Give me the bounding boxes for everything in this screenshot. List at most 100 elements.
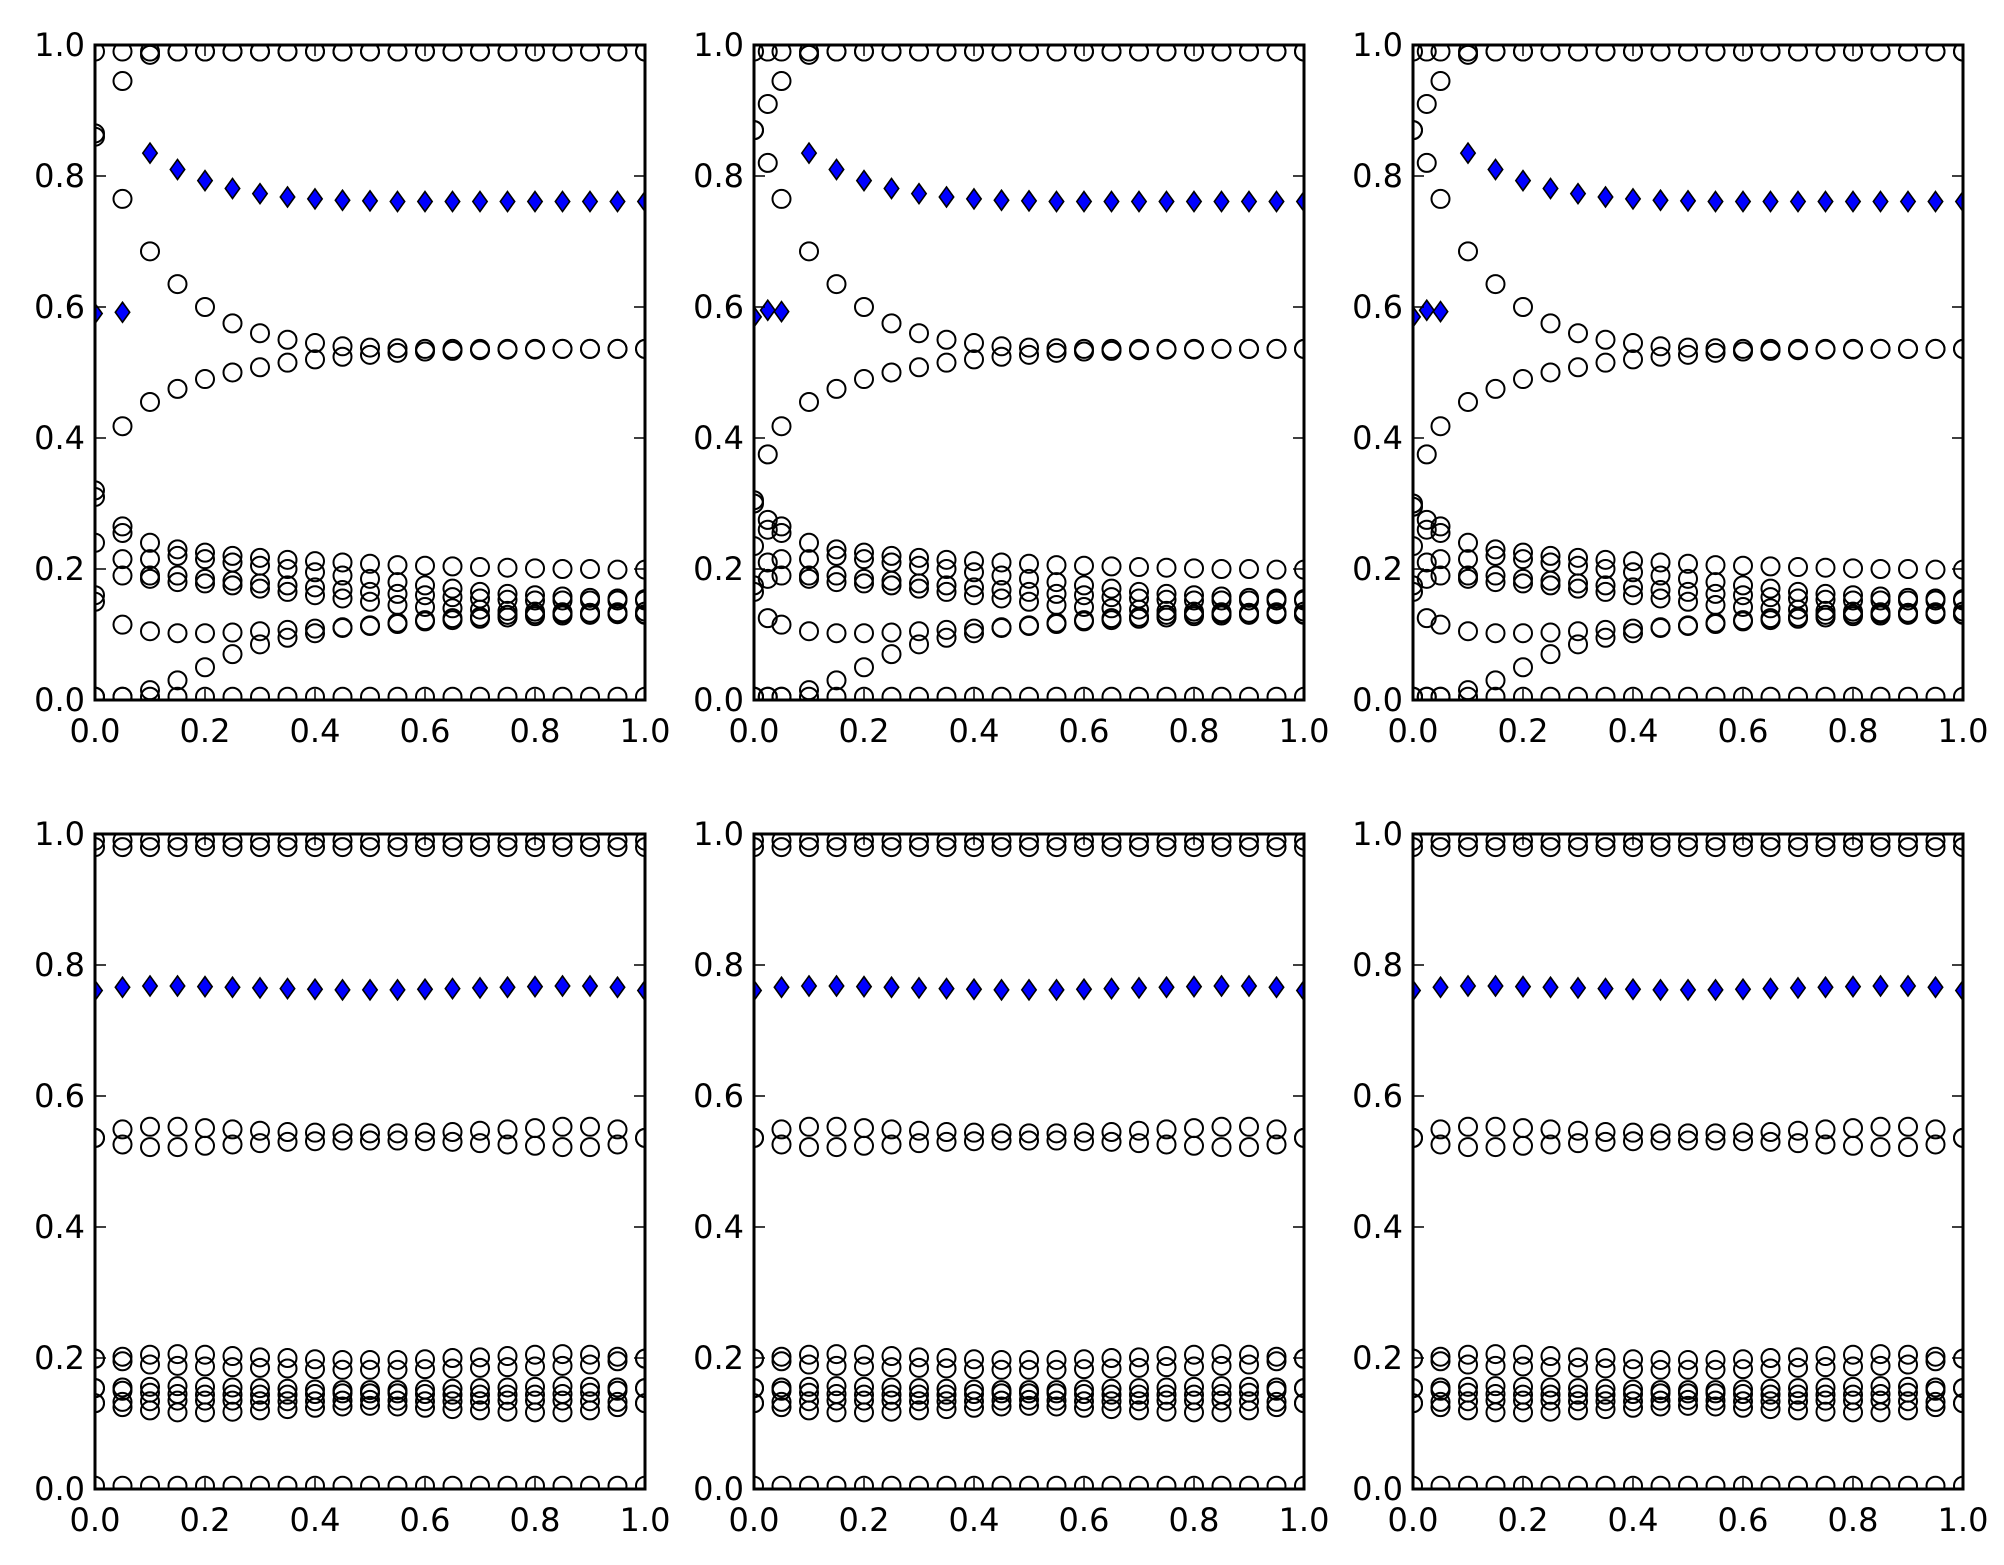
series-8 bbox=[754, 1378, 1304, 1405]
data-point bbox=[222, 1390, 243, 1411]
data-point bbox=[1019, 1130, 1039, 1151]
data-point bbox=[277, 619, 298, 640]
data-point bbox=[964, 618, 984, 639]
data-point bbox=[360, 1123, 380, 1144]
data-point-diamond bbox=[1432, 300, 1449, 323]
data-point bbox=[1540, 1390, 1561, 1411]
data-point bbox=[415, 585, 435, 606]
data-point bbox=[140, 837, 160, 858]
data-point bbox=[525, 834, 545, 851]
data-point bbox=[167, 670, 188, 691]
data-point bbox=[1458, 1376, 1478, 1397]
data-point bbox=[1019, 581, 1039, 602]
data-point bbox=[1101, 1378, 1122, 1399]
data-point bbox=[1184, 834, 1204, 851]
data-point bbox=[195, 1356, 215, 1377]
data-point bbox=[497, 686, 518, 700]
data-point bbox=[1156, 834, 1177, 851]
series-5 bbox=[754, 1344, 1304, 1370]
data-point bbox=[1513, 686, 1533, 700]
data-point bbox=[1156, 686, 1177, 700]
data-point bbox=[799, 1137, 819, 1158]
data-point bbox=[1925, 1397, 1946, 1418]
data-point bbox=[332, 1123, 353, 1144]
data-point bbox=[332, 1475, 353, 1489]
data-point bbox=[497, 1377, 518, 1398]
series-11 bbox=[1413, 974, 1963, 1002]
data-point bbox=[1815, 1377, 1836, 1398]
data-point bbox=[607, 559, 628, 580]
data-point-diamond bbox=[1020, 189, 1038, 213]
data-point bbox=[1568, 1347, 1588, 1368]
series-10 bbox=[1413, 1393, 1963, 1423]
data-point bbox=[1458, 1354, 1478, 1375]
data-point-diamond bbox=[1413, 979, 1422, 1002]
data-point bbox=[881, 313, 902, 334]
data-point bbox=[635, 590, 645, 611]
data-point bbox=[112, 416, 133, 437]
data-point bbox=[826, 1137, 847, 1158]
data-point bbox=[1540, 837, 1561, 858]
data-point bbox=[442, 1378, 463, 1399]
data-point bbox=[167, 623, 188, 644]
data-point bbox=[277, 1131, 298, 1152]
data-point bbox=[881, 1401, 902, 1422]
data-point bbox=[195, 1135, 215, 1156]
data-point bbox=[1266, 837, 1287, 858]
data-point bbox=[1019, 568, 1039, 589]
data-point bbox=[552, 559, 573, 579]
data-point-diamond bbox=[1103, 190, 1120, 213]
data-point bbox=[1760, 837, 1781, 858]
data-point-diamond bbox=[224, 975, 241, 999]
data-point bbox=[1788, 1357, 1808, 1378]
data-point bbox=[826, 1116, 847, 1137]
data-point-diamond bbox=[1413, 305, 1422, 329]
data-point bbox=[1074, 1475, 1094, 1489]
data-point bbox=[1650, 1475, 1671, 1489]
data-point bbox=[497, 604, 518, 625]
data-point-diamond bbox=[1459, 974, 1477, 998]
data-point bbox=[525, 1475, 545, 1489]
data-point bbox=[1184, 1344, 1204, 1365]
data-point bbox=[415, 1359, 435, 1380]
series-10 bbox=[754, 601, 1304, 700]
data-point bbox=[1650, 834, 1671, 851]
data-point bbox=[277, 45, 298, 62]
data-point bbox=[222, 1134, 243, 1155]
data-point bbox=[442, 578, 463, 599]
data-point bbox=[470, 1357, 490, 1378]
data-point bbox=[1485, 1402, 1506, 1423]
y-tick-label: 0.4 bbox=[34, 419, 85, 457]
data-point bbox=[1595, 1378, 1616, 1399]
data-point bbox=[1568, 1357, 1588, 1378]
data-point bbox=[1623, 562, 1643, 583]
data-point-diamond bbox=[1652, 978, 1669, 1002]
panel-top-left: 0.0 0.2 0.4 0.6 0.8 1.0 0.0 0.2 0.4 0.6 0.8 1.0 bbox=[34, 26, 670, 750]
data-point-diamond bbox=[1103, 977, 1120, 1000]
data-point-diamond bbox=[554, 190, 571, 213]
data-point bbox=[552, 1137, 573, 1158]
markers bbox=[754, 45, 1304, 700]
data-point bbox=[112, 1119, 133, 1140]
data-point bbox=[635, 601, 645, 622]
data-point-diamond bbox=[1487, 158, 1504, 181]
data-point bbox=[1733, 1131, 1753, 1152]
data-point bbox=[1953, 590, 1963, 611]
data-point bbox=[387, 1383, 408, 1404]
data-point-diamond bbox=[444, 977, 461, 1000]
data-point bbox=[1870, 1402, 1891, 1423]
data-point bbox=[140, 391, 160, 412]
data-point-diamond bbox=[1130, 190, 1148, 213]
data-point bbox=[360, 337, 380, 358]
x-tick-label: 0.2 bbox=[180, 1501, 231, 1539]
data-point bbox=[442, 556, 463, 577]
data-point bbox=[1430, 516, 1451, 537]
y-tick-label: 0.4 bbox=[693, 419, 744, 457]
data-point-diamond bbox=[526, 975, 544, 998]
data-point bbox=[1416, 552, 1437, 573]
data-point bbox=[1430, 71, 1451, 92]
data-point bbox=[754, 1393, 764, 1414]
data-point bbox=[1843, 1356, 1863, 1377]
data-point bbox=[964, 1384, 984, 1405]
